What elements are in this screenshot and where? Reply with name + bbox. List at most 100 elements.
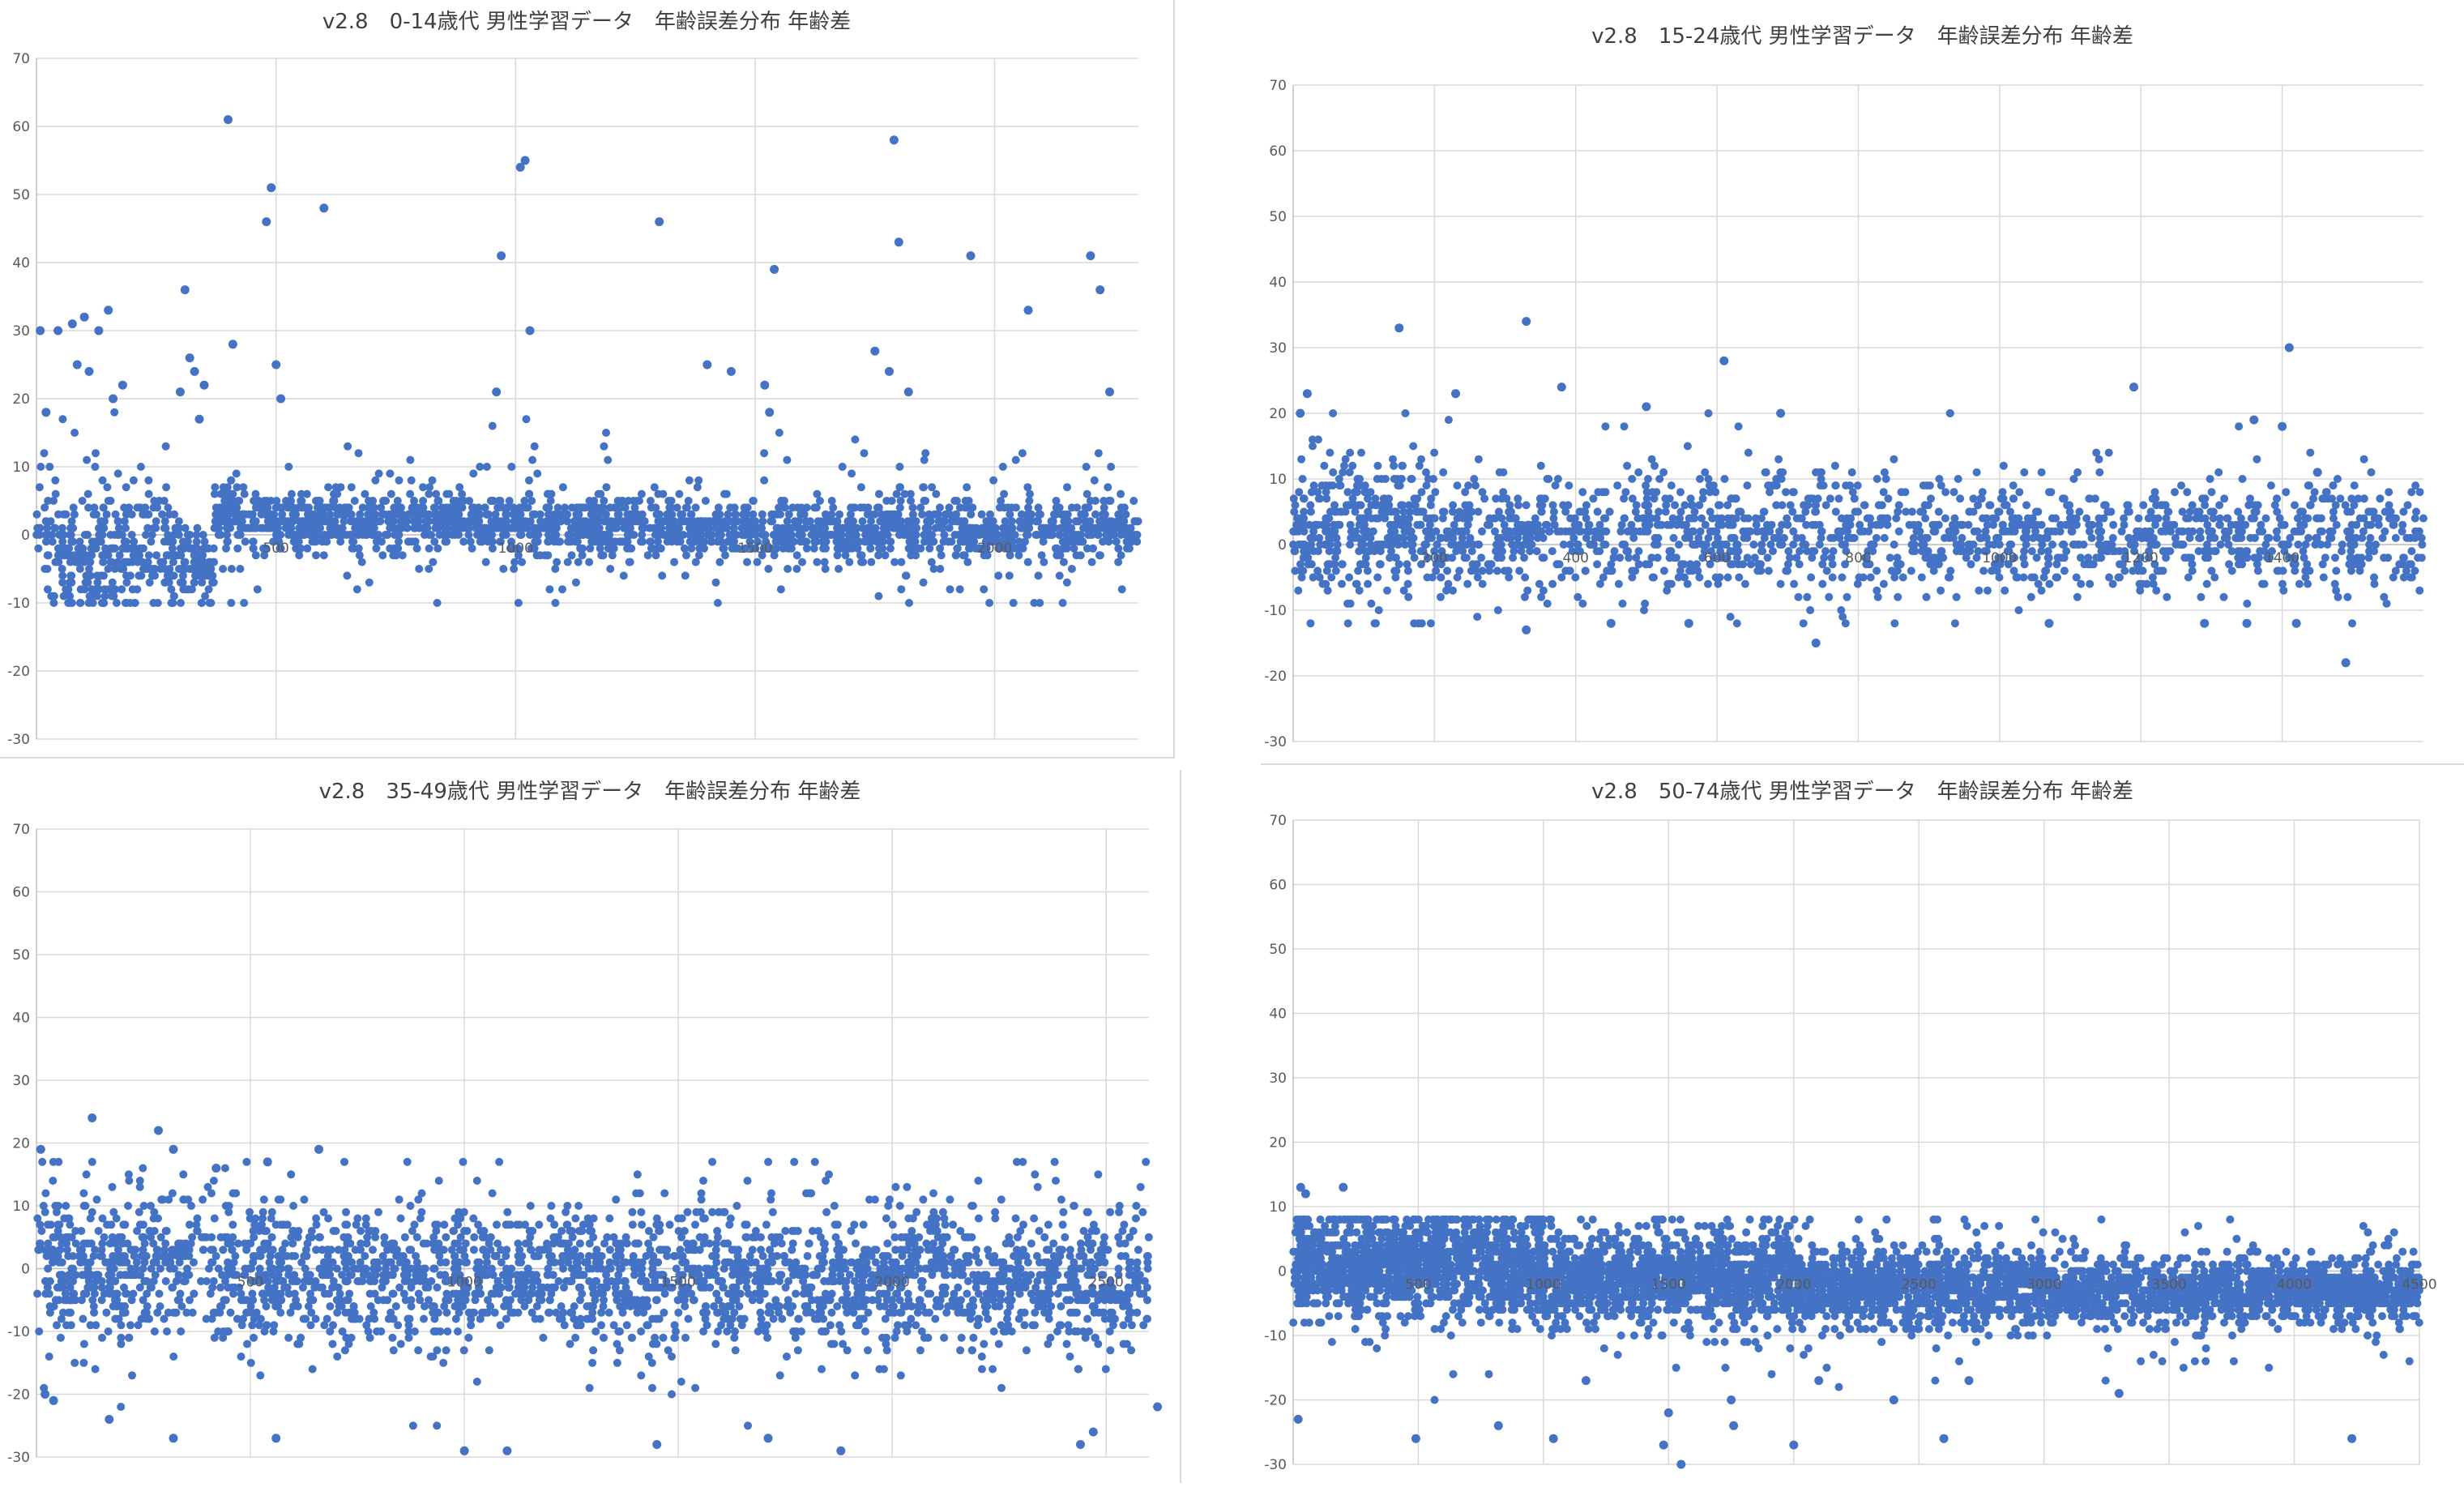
data-point (1879, 488, 1888, 497)
data-point (111, 1239, 120, 1248)
data-point (2205, 527, 2214, 536)
data-point (1790, 579, 1799, 588)
data-point (547, 531, 556, 539)
data-point (2052, 573, 2060, 582)
data-point (83, 489, 92, 498)
data-point (2403, 501, 2412, 510)
data-point (1937, 586, 1945, 595)
data-point (1297, 455, 1306, 464)
data-point (989, 524, 998, 532)
data-point (447, 510, 456, 519)
x-tick-label: 1000 (1982, 550, 2017, 566)
data-point (1439, 553, 1448, 562)
data-point (516, 510, 525, 519)
data-point (2193, 507, 2201, 516)
data-point (1628, 494, 1637, 503)
data-point (77, 1227, 86, 1235)
data-point (1802, 520, 1811, 529)
data-point (249, 544, 258, 553)
data-point (267, 1289, 275, 1298)
data-point (94, 1227, 103, 1235)
data-point (951, 551, 960, 560)
data-point (1379, 494, 1388, 503)
data-point (1462, 553, 1471, 562)
data-point (1330, 520, 1339, 529)
data-point (1531, 514, 1539, 523)
data-point (2238, 560, 2247, 569)
data-point (1526, 547, 1535, 556)
data-point (2203, 520, 2212, 529)
data-point (215, 510, 224, 519)
data-point (1575, 547, 1584, 556)
data-point (1373, 475, 1381, 483)
data-point (1989, 520, 1997, 529)
data-point (2407, 547, 2416, 556)
data-point (1000, 489, 1009, 498)
data-point (2123, 501, 2132, 510)
data-point (967, 510, 976, 519)
data-point (352, 585, 361, 594)
data-point (2015, 488, 2024, 497)
data-point (1574, 592, 1582, 601)
data-point (1533, 533, 1542, 542)
data-point (2134, 566, 2143, 575)
data-point (1974, 547, 1983, 556)
data-point (732, 531, 741, 539)
data-point (1417, 488, 1426, 497)
data-point (181, 524, 190, 532)
data-point (1408, 547, 1416, 556)
data-point (2256, 547, 2265, 556)
data-point (326, 1302, 335, 1310)
data-point (1015, 517, 1024, 526)
data-point (1383, 586, 1391, 595)
data-point (2272, 527, 2281, 536)
data-point (1650, 461, 1659, 470)
x-tick-label: 600 (1704, 550, 1730, 566)
data-point (2052, 560, 2061, 569)
y-tick-label: 40 (12, 1011, 30, 1027)
data-point (2347, 547, 2355, 556)
data-point (56, 1333, 65, 1342)
data-point (918, 510, 927, 519)
data-point (1837, 606, 1846, 614)
data-point (907, 497, 915, 505)
data-point (1655, 475, 1664, 483)
data-point (1873, 475, 1881, 483)
data-point (760, 380, 770, 390)
data-point (1532, 547, 1541, 556)
data-point (76, 585, 85, 594)
data-point (2073, 592, 2082, 601)
data-point (1100, 497, 1108, 505)
data-point (185, 1252, 194, 1260)
data-point (42, 517, 51, 526)
data-point (88, 1296, 97, 1305)
data-point (1972, 553, 1981, 562)
y-tick-label: 10 (1269, 472, 1287, 488)
data-point (142, 531, 150, 539)
data-point (190, 578, 199, 587)
data-point (1394, 560, 1403, 569)
data-point (646, 497, 655, 505)
data-point (1333, 541, 1342, 549)
series-points (1289, 317, 2428, 668)
data-point (846, 531, 855, 539)
data-point (240, 489, 249, 498)
data-point (310, 1283, 319, 1292)
data-point (510, 558, 519, 566)
data-point (365, 510, 374, 519)
data-point (1432, 527, 1441, 536)
data-point (278, 1246, 287, 1254)
data-point (1114, 544, 1123, 553)
data-point (1641, 599, 1650, 608)
data-point (2305, 481, 2313, 490)
data-point (2201, 501, 2210, 510)
data-point (1313, 520, 1322, 529)
data-point (260, 1296, 269, 1305)
data-point (1485, 566, 1494, 575)
data-point (1894, 592, 1902, 601)
data-point (318, 1283, 327, 1292)
data-point (2275, 514, 2284, 523)
data-point (1644, 507, 1653, 516)
data-point (338, 524, 347, 532)
data-point (1774, 455, 1783, 464)
